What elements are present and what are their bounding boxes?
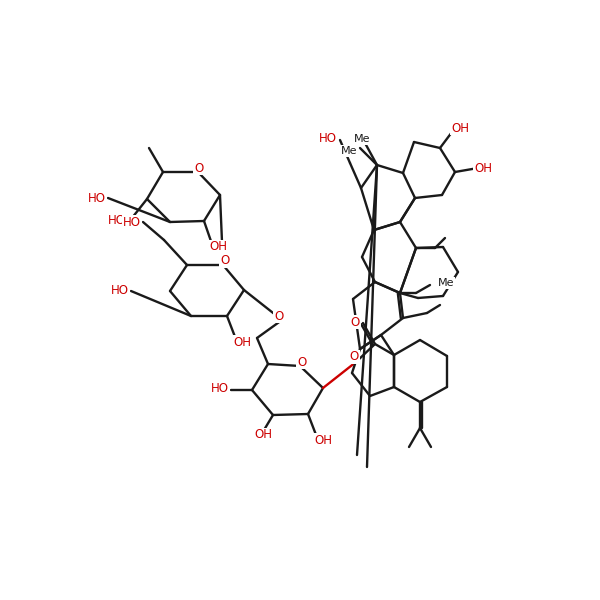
- Text: HO: HO: [108, 214, 126, 227]
- Text: HO: HO: [123, 215, 141, 229]
- Text: Me: Me: [354, 134, 370, 144]
- Text: O: O: [298, 355, 307, 368]
- Text: OH: OH: [209, 241, 227, 253]
- Text: HO: HO: [111, 284, 129, 298]
- Text: O: O: [274, 310, 284, 323]
- Text: OH: OH: [314, 433, 332, 446]
- Text: O: O: [350, 316, 359, 329]
- Text: HO: HO: [88, 191, 106, 205]
- Text: OH: OH: [474, 161, 492, 175]
- Text: HO: HO: [319, 131, 337, 145]
- Text: O: O: [194, 161, 203, 175]
- Text: HO: HO: [211, 382, 229, 395]
- Text: O: O: [349, 350, 359, 364]
- Text: OH: OH: [451, 121, 469, 134]
- Text: OH: OH: [233, 335, 251, 349]
- Text: OH: OH: [254, 428, 272, 442]
- Text: Me: Me: [341, 146, 357, 156]
- Text: Me: Me: [438, 278, 455, 288]
- Text: O: O: [220, 254, 230, 268]
